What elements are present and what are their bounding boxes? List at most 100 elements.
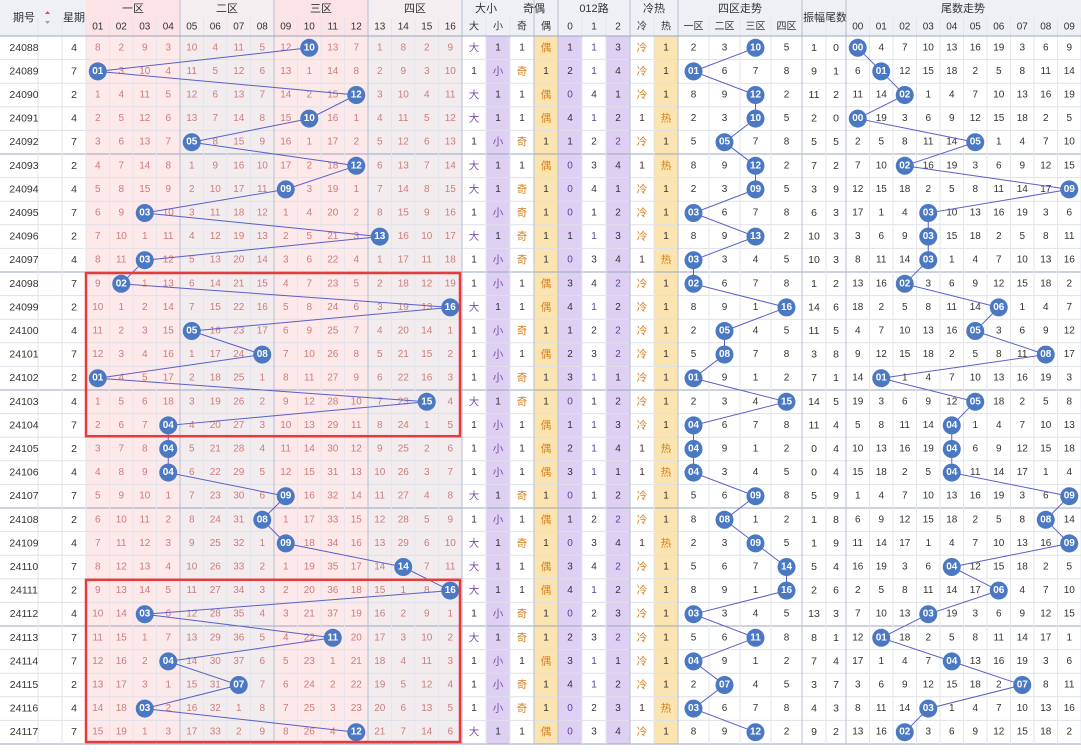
zone-cell: [86, 154, 110, 178]
number-ball: [276, 487, 295, 506]
tail-sub-header: 09: [1064, 22, 1076, 33]
tail-miss: 6: [972, 444, 978, 455]
zone-cell: [109, 720, 133, 744]
fourzone-ball: [746, 86, 765, 104]
zone-cell: [156, 696, 180, 721]
miss-count: 25: [327, 326, 339, 337]
miss-count: 4: [212, 42, 218, 53]
miss-count: 13: [139, 137, 151, 148]
number-header: 12: [351, 22, 363, 33]
hot-col: [654, 437, 678, 461]
fourzone-miss: 8: [784, 703, 790, 714]
miss-count: 24: [327, 302, 339, 313]
miss-count: 13: [186, 113, 198, 124]
zone-cell: [133, 390, 157, 414]
miss-count: 3: [377, 302, 383, 313]
fourzone-miss: 4: [753, 396, 759, 407]
zone-cell: [109, 649, 133, 674]
header-zone-bg: [133, 0, 157, 36]
zone-cell: [133, 673, 157, 697]
miss-count: 6: [189, 278, 195, 289]
tail-miss: 13: [876, 444, 888, 455]
sort-up-icon[interactable]: [45, 11, 50, 14]
fourzone-miss: 8: [784, 632, 790, 643]
miss-count: 29: [210, 632, 222, 643]
size-small-col: [486, 626, 510, 650]
fourzone-ball: [746, 180, 765, 199]
miss-count: 6: [95, 208, 101, 219]
period-header[interactable]: 期号: [13, 11, 35, 24]
fourzone-miss: 7: [753, 349, 759, 360]
parity-even-col: [534, 555, 558, 579]
zone-cell: [344, 508, 368, 532]
tail-miss: 2: [949, 349, 955, 360]
miss-count: 15: [210, 302, 222, 313]
fourzone-sub-header: 一区: [684, 21, 704, 33]
miss-count: 12: [421, 278, 433, 289]
miss-count: 21: [210, 444, 222, 455]
miss-count: 33: [210, 727, 222, 738]
tail-ball: [895, 274, 914, 293]
size-miss: 1: [471, 66, 477, 77]
miss-count: 31: [210, 680, 222, 691]
cold-mark: 冷: [637, 631, 648, 644]
miss-count: 12: [351, 444, 363, 455]
zone-cell: [156, 578, 180, 603]
zone-cell: [391, 224, 415, 249]
zone-cell: [368, 531, 392, 556]
miss-count: 14: [186, 656, 198, 667]
miss-count: 5: [353, 278, 359, 289]
zone-cell: [133, 508, 157, 532]
miss-count: 25: [210, 538, 222, 549]
tail-miss: 15: [1040, 444, 1052, 455]
parity-even-col: [534, 578, 558, 603]
fourzone-miss: 2: [784, 656, 790, 667]
zone-cell: [133, 130, 157, 154]
zone-cell: [344, 484, 368, 508]
zone-cell: [250, 130, 274, 154]
zone-cell: [109, 130, 133, 154]
road-2-col: [606, 36, 630, 60]
road-cell: 2: [615, 113, 621, 124]
miss-count: 8: [424, 585, 430, 596]
tail-miss: 17: [1017, 467, 1029, 478]
fourzone-ball: [746, 628, 765, 647]
zone-cell: [344, 555, 368, 579]
fourzone-miss: 2: [784, 231, 790, 242]
zone-cell: [297, 342, 321, 367]
number-ball-label: 04: [163, 467, 175, 478]
size-big-mark: 大: [469, 631, 480, 644]
miss-count: 9: [189, 538, 195, 549]
size-miss: 1: [471, 137, 477, 148]
miss-count: 13: [351, 467, 363, 478]
tail-ball-label: 05: [970, 137, 982, 148]
zone-cell: [133, 626, 157, 650]
tail-miss: 4: [972, 703, 978, 714]
zone-cell: [250, 649, 274, 674]
miss-count: 7: [424, 562, 430, 573]
zone-cell: [86, 319, 110, 343]
tail-miss: 9: [902, 231, 908, 242]
tail-cell: 2: [833, 726, 839, 738]
tail-miss: 18: [1040, 278, 1052, 289]
hot-col: [654, 36, 678, 60]
tail-miss: 11: [853, 90, 864, 101]
zone-cell: [438, 319, 462, 343]
road-0-col: [558, 437, 582, 461]
road-cell: 1: [615, 373, 621, 384]
miss-count: 15: [233, 137, 245, 148]
miss-count: 20: [398, 326, 410, 337]
weekday-cell: 7: [71, 419, 77, 431]
sort-down-icon[interactable]: [45, 21, 50, 24]
miss-count: 27: [233, 420, 245, 431]
road-2-col: [606, 154, 630, 178]
road-cell: 1: [591, 420, 597, 431]
fourzone-miss: 4: [753, 680, 759, 691]
size-miss: 1: [471, 326, 477, 337]
number-ball: [253, 345, 272, 364]
number-ball-label: 16: [445, 585, 457, 596]
fourzone-ball-label: 15: [781, 396, 793, 407]
zone-cell: [227, 626, 251, 650]
miss-count: 3: [95, 444, 101, 455]
parity-even-col: [534, 201, 558, 225]
